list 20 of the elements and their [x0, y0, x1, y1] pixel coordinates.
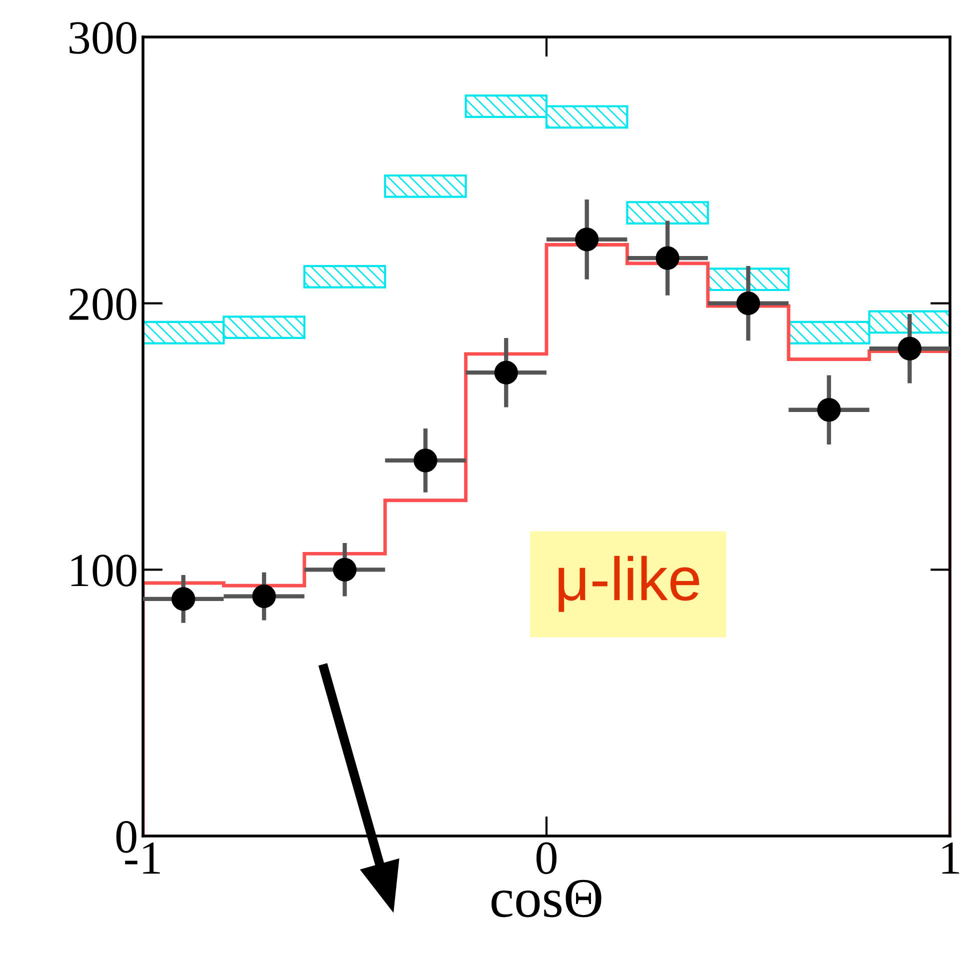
point: [172, 587, 196, 611]
point: [736, 292, 760, 316]
x-tick-label: 1: [942, 842, 959, 874]
annotation: μ-like: [558, 556, 700, 612]
point: [656, 246, 680, 270]
point: [898, 336, 922, 360]
point: [414, 448, 438, 472]
point: [252, 584, 276, 608]
x-tick-label: 0: [536, 842, 557, 874]
point: [494, 360, 518, 384]
point: [332, 558, 357, 582]
y-tick-label: 100: [71, 554, 136, 587]
x-axis-title: cosΘ: [492, 880, 602, 918]
point: [817, 398, 841, 422]
y-tick-label: 300: [70, 22, 136, 54]
point: [575, 228, 599, 252]
bar: [303, 265, 386, 288]
y-tick-label: 200: [69, 288, 136, 320]
bar: [626, 201, 709, 224]
bar: [384, 174, 467, 198]
